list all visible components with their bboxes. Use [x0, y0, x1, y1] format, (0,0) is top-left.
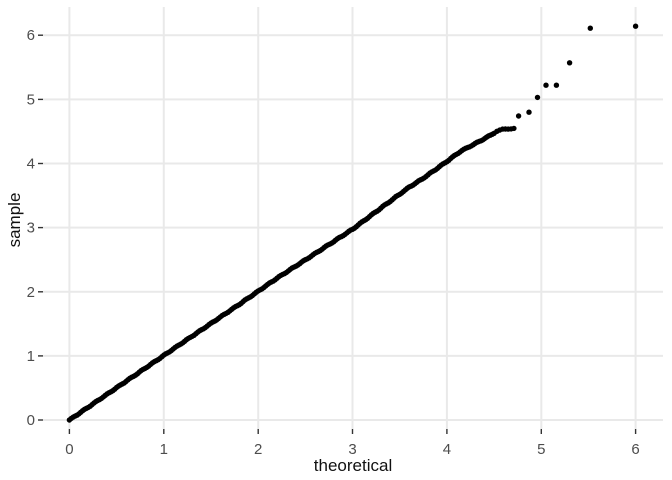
y-tick-label: 1: [27, 348, 35, 365]
data-points: [66, 23, 639, 423]
y-tick-label: 0: [27, 412, 35, 429]
gridlines: [43, 7, 663, 429]
x-tick-label: 5: [537, 441, 545, 458]
x-tick-label: 3: [348, 441, 356, 458]
x-axis-title: theoretical: [314, 456, 392, 475]
qq-point-upper-tail: [526, 109, 532, 115]
qq-point-upper-tail: [543, 82, 549, 88]
y-tick-label: 6: [27, 27, 35, 44]
y-tick-label: 3: [27, 220, 35, 237]
qq-point: [511, 125, 517, 132]
x-tick-label: 6: [631, 441, 639, 458]
x-tick-label: 1: [160, 441, 168, 458]
x-tick-label: 0: [65, 441, 73, 458]
qq-point-upper-tail: [566, 60, 573, 66]
qq-point-upper-tail: [553, 82, 560, 88]
y-tick-label: 5: [27, 91, 35, 108]
qq-point-upper-tail: [534, 94, 541, 101]
qq-point-upper-tail: [632, 23, 639, 29]
qq-point-upper-tail: [587, 25, 593, 31]
y-tick-label: 2: [27, 284, 35, 301]
y-tick-label: 4: [27, 156, 35, 173]
axis-tick-marks: [38, 34, 637, 434]
x-tick-label: 2: [254, 441, 262, 458]
x-tick-label: 4: [443, 441, 451, 458]
qq-point-upper-tail: [515, 113, 522, 119]
axis-tick-labels: 0 1 2 3 4 5 6 0 1 2 3 4 5 6: [27, 27, 640, 458]
y-axis-title: sample: [5, 193, 24, 248]
